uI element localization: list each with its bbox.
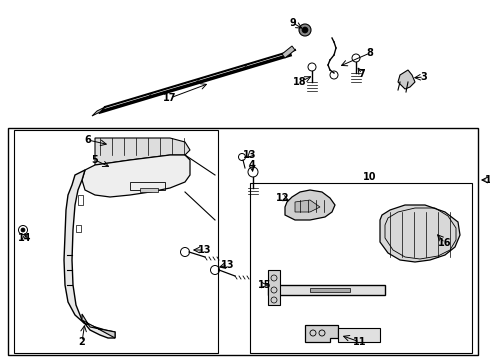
Polygon shape xyxy=(82,314,115,338)
Polygon shape xyxy=(338,328,380,342)
Text: 10: 10 xyxy=(363,172,377,182)
Text: 18: 18 xyxy=(293,77,307,87)
Text: 7: 7 xyxy=(359,69,366,79)
Polygon shape xyxy=(140,188,158,192)
Text: 13: 13 xyxy=(198,245,212,255)
Polygon shape xyxy=(295,200,320,212)
Polygon shape xyxy=(82,155,190,197)
Polygon shape xyxy=(268,270,280,305)
Text: 8: 8 xyxy=(367,48,373,58)
Text: 3: 3 xyxy=(420,72,427,82)
Text: 9: 9 xyxy=(290,18,296,28)
Text: 13: 13 xyxy=(243,150,257,160)
Polygon shape xyxy=(305,325,338,342)
Polygon shape xyxy=(285,190,335,220)
Text: 2: 2 xyxy=(78,337,85,347)
Circle shape xyxy=(299,24,311,36)
Text: 16: 16 xyxy=(438,238,452,248)
Bar xyxy=(250,183,472,353)
Circle shape xyxy=(21,228,25,232)
Text: 12: 12 xyxy=(276,193,290,203)
Polygon shape xyxy=(268,285,385,295)
Polygon shape xyxy=(282,46,295,58)
Circle shape xyxy=(302,27,308,33)
Text: 1: 1 xyxy=(485,175,490,185)
Polygon shape xyxy=(398,70,415,89)
Text: 6: 6 xyxy=(85,135,91,145)
Text: 13: 13 xyxy=(221,260,235,270)
Polygon shape xyxy=(380,205,460,262)
Text: 14: 14 xyxy=(18,233,32,243)
Text: 11: 11 xyxy=(353,337,367,347)
Polygon shape xyxy=(95,138,190,165)
Polygon shape xyxy=(92,107,105,116)
Text: 15: 15 xyxy=(258,280,272,290)
Text: 4: 4 xyxy=(248,160,255,170)
Polygon shape xyxy=(64,170,115,338)
Text: 17: 17 xyxy=(163,93,177,103)
Text: 5: 5 xyxy=(92,155,98,165)
Bar xyxy=(8,128,478,355)
Bar xyxy=(14,130,218,353)
Polygon shape xyxy=(310,288,350,292)
